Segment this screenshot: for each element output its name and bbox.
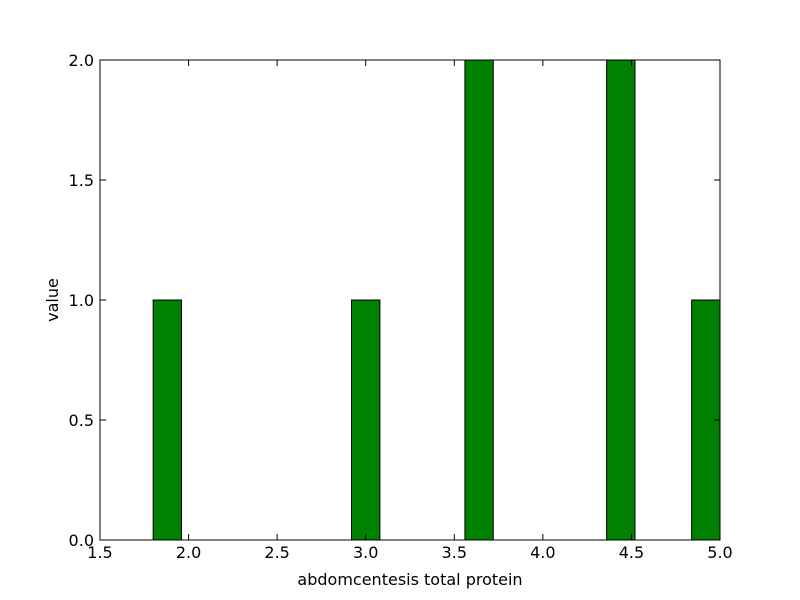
x-tick-label: 5.0	[707, 543, 732, 562]
y-tick-label: 0.5	[69, 411, 94, 430]
x-tick-label: 2.0	[176, 543, 201, 562]
histogram-bar	[606, 59, 636, 541]
x-tick-label: 4.5	[619, 543, 644, 562]
histogram-bar	[464, 59, 494, 541]
histogram-bar	[351, 299, 381, 541]
x-axis-label: abdomcentesis total protein	[297, 570, 522, 589]
y-tick-label: 1.5	[69, 171, 94, 190]
y-axis-label: value	[43, 278, 62, 322]
x-tick-label: 3.5	[442, 543, 467, 562]
histogram-bar	[152, 299, 182, 541]
ticks-group: 1.5 2.0 2.5 3.0 3.5 4.0 4.5 5.0 0.0 0.5 1.0 1.5 2.0	[69, 51, 733, 562]
y-tick-label: 1.0	[69, 291, 94, 310]
y-tick-label: 0.0	[69, 531, 94, 550]
y-tick-label: 2.0	[69, 51, 94, 70]
plot-frame	[99, 59, 721, 541]
x-tick-label: 1.5	[87, 543, 112, 562]
x-tick-label: 2.5	[264, 543, 289, 562]
x-tick-label: 4.0	[530, 543, 555, 562]
x-tick-label: 3.0	[353, 543, 378, 562]
